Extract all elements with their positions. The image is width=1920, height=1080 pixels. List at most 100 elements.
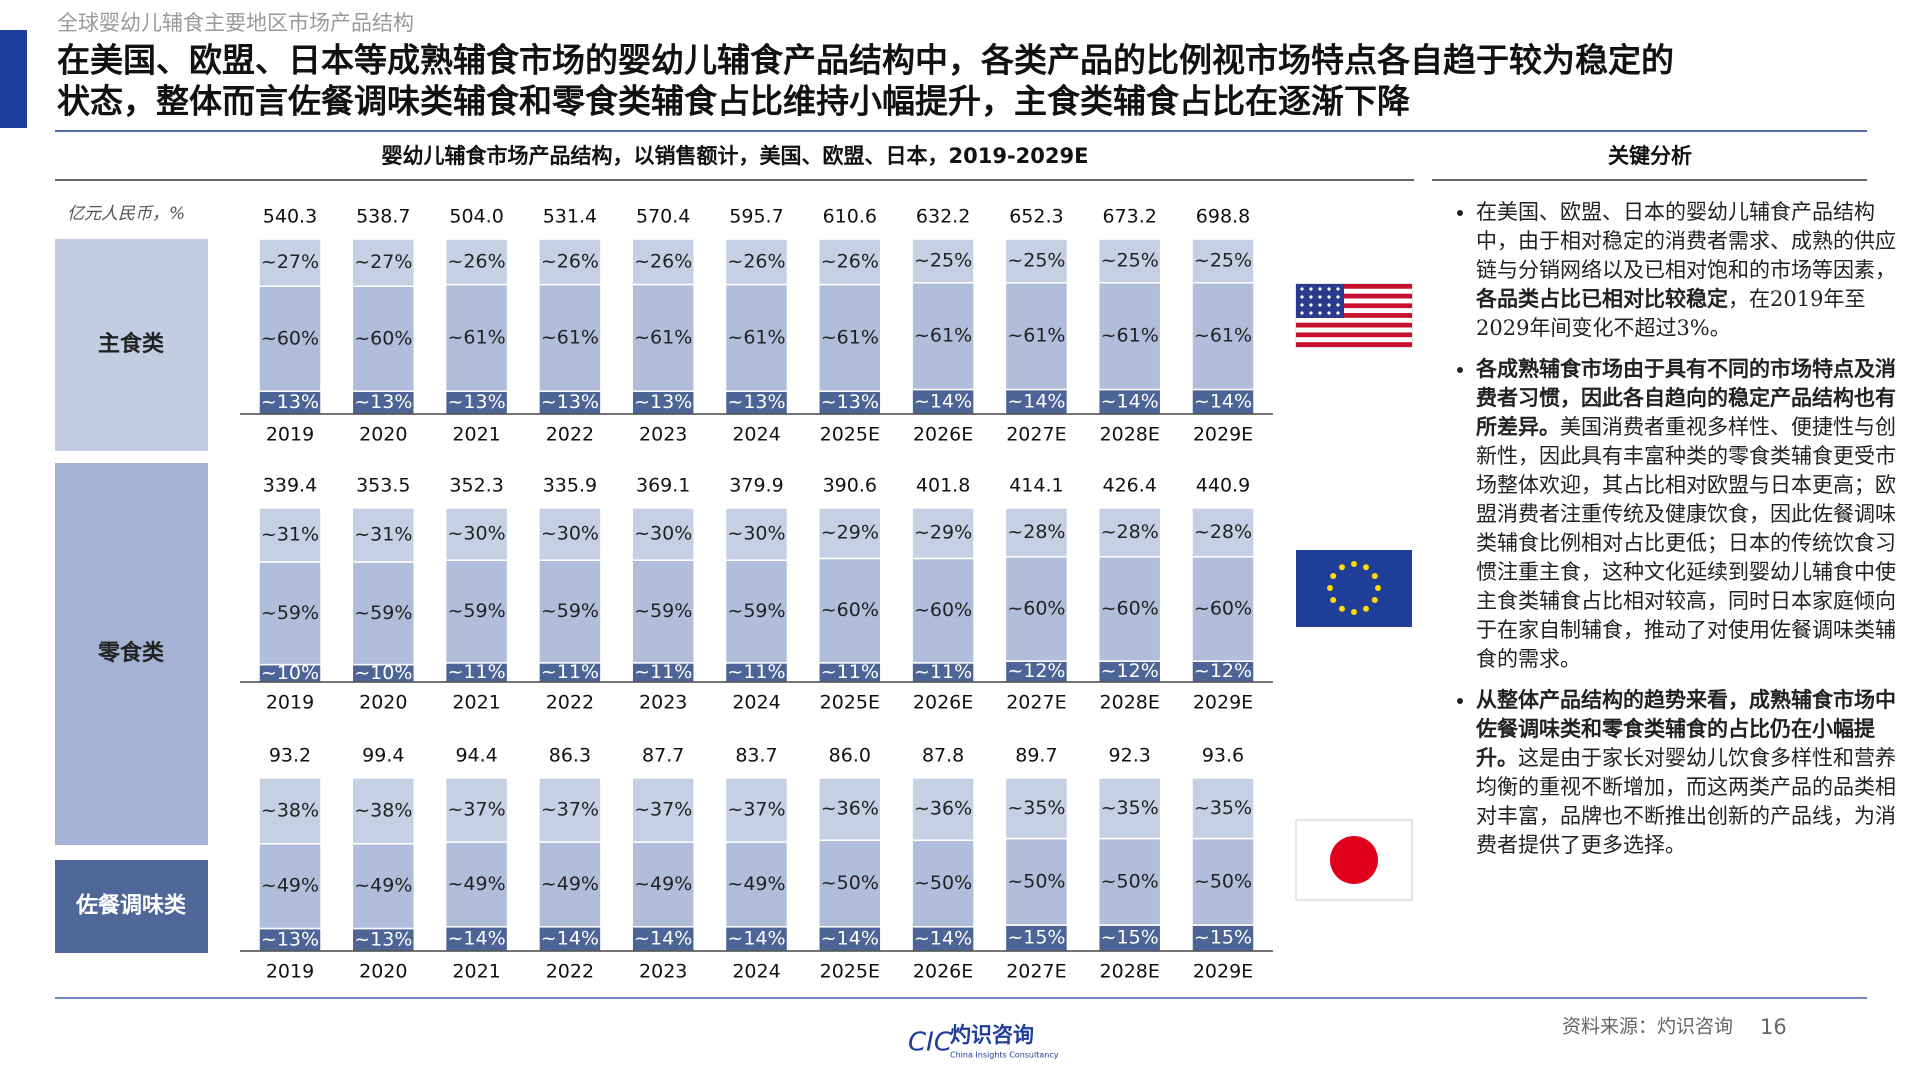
us-star bbox=[1336, 303, 1340, 307]
x-tick-label: 2021 bbox=[452, 424, 500, 446]
total-label: 595.7 bbox=[729, 206, 783, 228]
segment-label: ~31% bbox=[354, 523, 412, 545]
bar-segment: 零食类 bbox=[1004, 555, 1069, 662]
segment-label: ~60% bbox=[1007, 597, 1065, 619]
bar-segment: 主食类 bbox=[351, 507, 416, 563]
bar-segment: 主食类 bbox=[444, 777, 509, 843]
bar-segment: 零食类 bbox=[818, 283, 882, 392]
bullet: 从整体产品结构的趋势来看，成熟辅食市场中佐餐调味类和零食类辅食的占比仍在小幅提升… bbox=[1476, 686, 1900, 860]
total-label: 540.3 bbox=[263, 206, 317, 228]
bar-segment: 零食类 bbox=[724, 841, 789, 928]
segment-label: ~60% bbox=[1101, 597, 1159, 619]
segment-label: ~13% bbox=[261, 391, 319, 413]
us-stripe bbox=[1296, 298, 1412, 304]
total-label: 93.2 bbox=[269, 745, 311, 767]
segment-label: ~59% bbox=[354, 602, 412, 624]
total-label: 339.4 bbox=[263, 475, 317, 497]
bar-segment: 主食类 bbox=[911, 238, 975, 284]
segment-label: ~61% bbox=[821, 326, 879, 348]
segment-label: ~59% bbox=[541, 600, 599, 622]
x-tick-label: 2029E bbox=[1193, 961, 1253, 983]
segment-label: ~27% bbox=[354, 251, 412, 273]
segment-label: ~37% bbox=[634, 799, 692, 821]
segment-label: ~60% bbox=[821, 599, 879, 621]
x-tick-label: 2024 bbox=[732, 961, 780, 983]
total-label: 87.8 bbox=[922, 745, 964, 767]
x-tick-label: 2022 bbox=[546, 692, 594, 714]
logo-mark: CIC bbox=[908, 1028, 953, 1058]
bar-segment: 主食类 bbox=[538, 238, 602, 286]
us-star bbox=[1327, 295, 1331, 299]
total-label: 87.7 bbox=[642, 745, 684, 767]
x-tick-label: 2025E bbox=[820, 692, 880, 714]
x-tick-label: 2026E bbox=[913, 424, 973, 446]
eu-star bbox=[1339, 605, 1345, 612]
x-tick-label: 2026E bbox=[913, 692, 973, 714]
bar-segment: 零食类 bbox=[258, 842, 322, 930]
bar-segment: 佐餐调味类 bbox=[911, 388, 975, 415]
segment-label: ~37% bbox=[448, 799, 506, 821]
segment-label: ~11% bbox=[727, 661, 785, 683]
segment-label: ~61% bbox=[1101, 325, 1159, 347]
segment-label: ~49% bbox=[261, 875, 319, 897]
legend-label: 零食类 bbox=[97, 640, 165, 666]
segment-label: ~13% bbox=[354, 928, 412, 950]
eu-star bbox=[1351, 561, 1357, 567]
bar-segment: 主食类 bbox=[1097, 507, 1162, 558]
segment-label: ~31% bbox=[261, 523, 319, 545]
segment-label: ~29% bbox=[914, 522, 972, 544]
title-line: 状态，整体而言佐餐调味类辅食和零食类辅食占比维持小幅提升，主食类辅食占比在逐渐下… bbox=[57, 82, 1411, 121]
bar-segment: 零食类 bbox=[1097, 282, 1162, 391]
x-tick-label: 2028E bbox=[1100, 961, 1160, 983]
us-stripe bbox=[1296, 303, 1412, 309]
segment-label: ~14% bbox=[634, 927, 692, 949]
eu-star bbox=[1363, 564, 1369, 571]
segment-label: ~12% bbox=[1194, 660, 1252, 682]
segment-label: ~59% bbox=[261, 602, 319, 624]
jp-sun bbox=[1330, 836, 1378, 884]
us-star bbox=[1309, 303, 1313, 307]
segment-label: ~49% bbox=[727, 873, 785, 895]
segment-label: ~10% bbox=[354, 662, 412, 684]
us-star bbox=[1300, 287, 1304, 291]
total-label: 504.0 bbox=[449, 206, 503, 228]
segment-label: ~14% bbox=[1101, 390, 1159, 412]
bar-segment: 主食类 bbox=[1097, 238, 1162, 284]
segment-label: ~60% bbox=[914, 599, 972, 621]
segment-label: ~49% bbox=[541, 873, 599, 895]
bold-text: 各品类占比已相对比较稳定 bbox=[1476, 287, 1728, 311]
us-stripe bbox=[1296, 332, 1412, 338]
us-star bbox=[1318, 295, 1322, 299]
total-label: 610.6 bbox=[823, 206, 877, 228]
total-label: 390.6 bbox=[823, 475, 877, 497]
x-tick-label: 2028E bbox=[1100, 692, 1160, 714]
segment-label: ~11% bbox=[821, 661, 879, 683]
segment-label: ~61% bbox=[634, 326, 692, 348]
bar-segment: 主食类 bbox=[724, 777, 789, 843]
legend-swatch bbox=[55, 860, 208, 953]
segment-label: ~13% bbox=[727, 391, 785, 413]
text: 这是由于家长对婴幼儿饮食多样性和营养均衡的重视不断增加，而这两类产品的品类相对丰… bbox=[1476, 746, 1896, 857]
us-star bbox=[1318, 311, 1322, 315]
eu-star bbox=[1339, 564, 1345, 571]
segment-label: ~49% bbox=[448, 873, 506, 895]
segment-label: ~11% bbox=[541, 661, 599, 683]
text: 在美国、欧盟、日本的婴幼儿辅食产品结构中，由于相对稳定的消费者需求、成熟的供应链… bbox=[1476, 200, 1896, 282]
legend-swatch bbox=[55, 463, 208, 845]
bar-segment: 主食类 bbox=[818, 238, 882, 286]
eu-star bbox=[1330, 573, 1337, 579]
kicker: 全球婴幼儿辅食主要地区市场产品结构 bbox=[57, 11, 414, 35]
segment-label: ~49% bbox=[634, 873, 692, 895]
bold-text: 从整体产品结构的趋势来看，成熟辅食市场中佐餐调味类和零食类辅食的占比仍在小幅提升… bbox=[1476, 688, 1896, 770]
segment-label: ~26% bbox=[727, 250, 785, 272]
total-label: 426.4 bbox=[1102, 475, 1156, 497]
total-label: 531.4 bbox=[543, 206, 597, 228]
total-label: 698.8 bbox=[1196, 206, 1250, 228]
logo-name: 灼识咨询 bbox=[950, 1023, 1034, 1047]
bar-segment: 零食类 bbox=[911, 557, 975, 664]
total-label: 92.3 bbox=[1109, 745, 1151, 767]
segment-label: ~35% bbox=[1007, 797, 1065, 819]
total-label: 570.4 bbox=[636, 206, 690, 228]
segment-label: ~13% bbox=[821, 391, 879, 413]
